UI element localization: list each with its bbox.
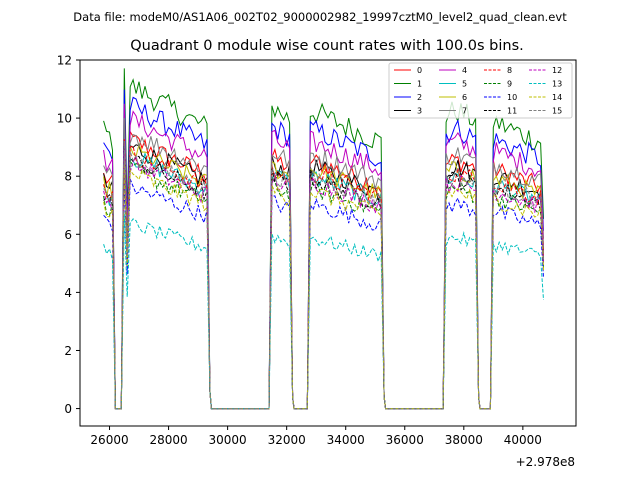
legend-label-8: 8 — [507, 66, 512, 75]
suptitle: Data file: modeM0/AS1A06_002T02_90000029… — [73, 10, 567, 24]
chart-title: Quadrant 0 module wise count rates with … — [130, 38, 524, 54]
x-tick-label: 34000 — [327, 433, 365, 447]
y-tick-label: 6 — [64, 228, 72, 242]
legend-label-4: 4 — [462, 66, 467, 75]
x-tick-label: 36000 — [386, 433, 424, 447]
y-axis: 0 2 4 6 8 10 12 — [57, 54, 80, 416]
y-tick-label: 0 — [64, 402, 72, 416]
series-line-15 — [103, 142, 544, 410]
legend-label-2: 2 — [417, 93, 422, 102]
legend-box — [388, 62, 573, 119]
legend-label-15: 15 — [552, 107, 562, 116]
series-line-8 — [103, 139, 544, 410]
x-tick-label: 30000 — [209, 433, 247, 447]
x-axis: 26000 28000 30000 32000 34000 36000 38000 40000 — [90, 426, 542, 447]
x-tick-label: 32000 — [268, 433, 306, 447]
x-tick-label: 38000 — [445, 433, 483, 447]
axes-frame — [79, 59, 577, 427]
legend-label-10: 10 — [507, 93, 517, 102]
legend-label-14: 14 — [552, 93, 562, 102]
x-tick-label: 40000 — [504, 433, 542, 447]
y-tick-label: 4 — [64, 286, 72, 300]
series-line-14 — [103, 160, 544, 410]
legend-label-12: 12 — [552, 66, 562, 75]
x-tick-label: 26000 — [90, 433, 128, 447]
y-tick-label: 12 — [57, 54, 72, 68]
legend-label-3: 3 — [417, 107, 422, 116]
y-tick-label: 2 — [64, 344, 72, 358]
legend-label-5: 5 — [462, 80, 467, 89]
y-tick-label: 10 — [57, 112, 72, 126]
legend-label-9: 9 — [507, 80, 512, 89]
legend-label-13: 13 — [552, 80, 562, 89]
legend-label-0: 0 — [417, 66, 422, 75]
legend-label-1: 1 — [417, 80, 422, 89]
x-tick-label: 28000 — [149, 433, 187, 447]
legend-label-6: 6 — [462, 93, 467, 102]
plot-area — [79, 59, 577, 427]
series-lines — [103, 68, 544, 410]
legend-label-11: 11 — [507, 107, 517, 116]
y-tick-label: 8 — [64, 170, 72, 184]
legend-label-7: 7 — [462, 107, 467, 116]
x-offset-label: +2.978e8 — [516, 455, 575, 469]
